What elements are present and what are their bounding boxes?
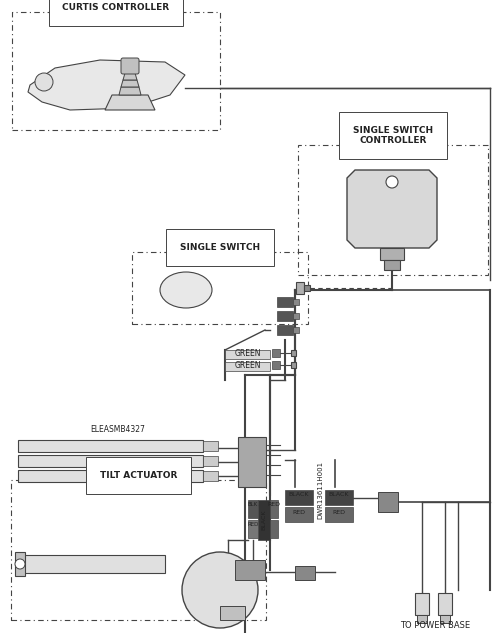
Text: RED: RED (332, 510, 345, 515)
Polygon shape (119, 87, 141, 95)
Bar (20, 555, 165, 573)
Bar (291, 362, 296, 368)
Text: BLACK: BLACK (262, 510, 266, 530)
Bar (235, 560, 265, 580)
Bar (225, 350, 270, 359)
Bar (248, 500, 258, 518)
Bar (415, 593, 429, 615)
Bar (272, 361, 280, 369)
Text: DWR13611H001: DWR13611H001 (317, 461, 323, 519)
Bar (15, 552, 25, 576)
Bar (417, 615, 427, 623)
Text: SINGLE SWITCH: SINGLE SWITCH (180, 243, 260, 252)
Polygon shape (123, 73, 137, 80)
Bar (440, 615, 450, 623)
Circle shape (386, 176, 398, 188)
Bar (293, 327, 299, 333)
Bar (325, 507, 353, 522)
Bar (220, 606, 245, 620)
Text: RED: RED (292, 510, 306, 515)
Bar (277, 297, 293, 307)
Bar (270, 520, 278, 538)
Circle shape (182, 552, 258, 628)
Bar (238, 437, 266, 487)
Bar (12, 12, 220, 130)
Bar (11, 480, 266, 620)
Text: CURTIS CONTROLLER: CURTIS CONTROLLER (62, 3, 170, 12)
Polygon shape (347, 170, 437, 248)
Text: BLACK: BLACK (289, 492, 309, 498)
Polygon shape (28, 60, 185, 110)
Ellipse shape (160, 272, 212, 308)
Bar (18, 455, 203, 467)
Bar (270, 500, 278, 518)
Bar (277, 311, 293, 321)
Bar (296, 282, 304, 294)
Bar (258, 500, 270, 540)
Bar (325, 490, 353, 505)
Bar (203, 456, 218, 466)
Bar (203, 471, 218, 481)
Text: TO POWER BASE: TO POWER BASE (400, 620, 470, 629)
Bar (248, 520, 258, 538)
Bar (18, 470, 203, 482)
Bar (285, 490, 313, 505)
Polygon shape (105, 95, 155, 110)
Text: BLACK: BLACK (329, 492, 349, 498)
Bar (378, 492, 398, 512)
FancyBboxPatch shape (121, 58, 139, 74)
Text: GREEN: GREEN (235, 349, 261, 358)
Bar (215, 578, 250, 606)
Text: BLK: BLK (248, 501, 258, 506)
Bar (304, 285, 310, 291)
Text: RED: RED (268, 503, 280, 508)
Bar (438, 593, 452, 615)
Bar (291, 350, 296, 356)
Bar (132, 252, 308, 324)
Bar (295, 566, 315, 580)
Text: SINGLE SWITCH
CONTROLLER: SINGLE SWITCH CONTROLLER (353, 125, 433, 145)
Bar (293, 299, 299, 305)
Bar (277, 325, 293, 335)
Circle shape (35, 73, 53, 91)
Bar (298, 145, 488, 275)
Bar (380, 248, 404, 260)
Circle shape (15, 559, 25, 569)
Bar (272, 349, 280, 357)
Text: TILT ACTUATOR: TILT ACTUATOR (100, 471, 177, 480)
Text: GREEN: GREEN (235, 361, 261, 370)
Polygon shape (121, 80, 139, 87)
Bar (203, 441, 218, 451)
Bar (384, 260, 400, 270)
Text: ELEASMB4327: ELEASMB4327 (90, 425, 145, 434)
Bar (18, 440, 203, 452)
Bar (225, 362, 270, 371)
Bar (293, 313, 299, 319)
Text: RED: RED (248, 522, 258, 527)
Bar (285, 507, 313, 522)
